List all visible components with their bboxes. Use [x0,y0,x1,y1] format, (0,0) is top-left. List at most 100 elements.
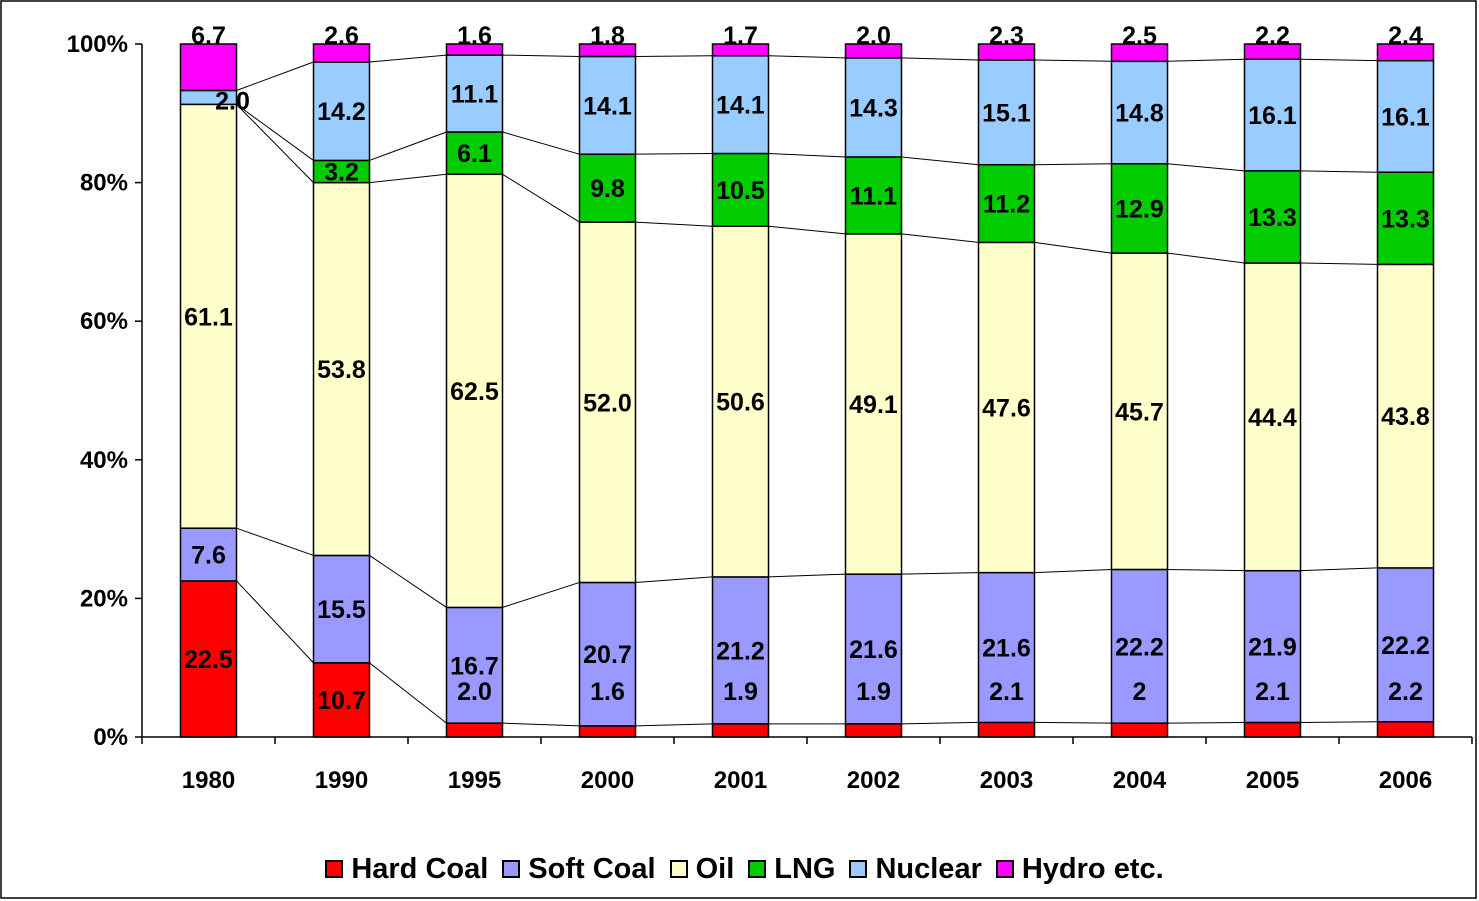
bar-segment-1995-hydro-etc- [445,43,504,56]
series-line [502,54,580,57]
data-label: 2 [1133,678,1147,706]
legend-swatch [995,860,1014,878]
data-label: 1.9 [723,678,758,706]
bar-segment-1980-soft-coal [179,527,238,582]
data-label: 16.1 [1248,102,1297,130]
x-tick-label: 1990 [315,767,368,794]
series-line [502,173,580,223]
data-labels: 22.57.661.12.06.710.715.553.83.214.22.61… [184,22,1430,715]
legend-swatch [849,860,868,878]
data-label: 6.7 [191,22,226,50]
x-tick-label: 2005 [1246,767,1299,794]
data-label: 10.5 [716,177,765,205]
y-tick-label: 20% [80,585,128,612]
data-label: 12.9 [1115,195,1164,223]
series-line [1300,170,1378,173]
legend-swatch [502,860,521,878]
bar-segment-2000-hard-coal [578,725,637,738]
legend-label: Nuclear [875,852,982,885]
data-label: 22.5 [184,646,233,674]
bar-segment-2000-lng [578,153,637,223]
series-line [901,57,979,61]
data-label: 2.0 [457,678,492,706]
bar-segment-2003-lng [977,163,1036,244]
bar-segment-2005-hard-coal [1243,721,1302,738]
series-line [502,722,580,727]
legend-label: Oil [695,852,735,885]
bar-segment-2004-lng [1110,163,1169,254]
series-line [236,61,314,91]
data-label: 6.1 [457,140,492,168]
legend: Hard Coal Soft Coal Oil LNG Nuclear Hydro etc… [0,849,1479,889]
bar-segment-1995-soft-coal [445,606,504,724]
series-line [768,225,846,235]
data-label: 2.5 [1122,22,1157,50]
bar-segment-2005-nuclear [1243,58,1302,172]
data-label: 2.2 [1388,678,1423,706]
series-line [236,527,314,556]
bar-segment-2001-lng [711,152,770,228]
y-tick-label: 60% [80,308,128,335]
series-line [502,581,580,608]
legend-item: Soft Coal [502,852,656,886]
y-tick-label: 80% [80,170,128,197]
bar-segment-1995-hard-coal [445,722,504,738]
legend-item: Oil [669,852,735,886]
bars-group [179,43,1435,738]
data-label: 2.4 [1388,22,1423,50]
series-line [901,572,979,575]
legend-label: Soft Coal [528,852,656,885]
bar-segment-2005-hydro-etc- [1243,43,1302,60]
data-label: 2.0 [215,87,250,115]
x-tick-label: 2000 [581,767,634,794]
series-line [635,221,713,227]
bar-segment-2004-hydro-etc- [1110,43,1169,63]
legend-label: Hard Coal [351,852,489,885]
series-line [901,156,979,166]
bar-segment-2005-oil [1243,262,1302,572]
bar-segment-2001-hard-coal [711,723,770,738]
bar-segment-1995-lng [445,131,504,176]
legend-label: LNG [774,852,836,885]
data-label: 21.2 [716,637,765,665]
data-label: 14.3 [849,94,898,122]
legend-swatch [748,860,767,878]
bar-segment-2000-soft-coal [578,581,637,727]
series-line [1167,252,1245,264]
data-label: 2.3 [989,22,1024,50]
x-tick-label: 1995 [448,767,501,794]
series-line [768,152,846,158]
bar-segment-2001-nuclear [711,55,770,155]
data-label: 44.4 [1248,404,1297,432]
legend-item: Hydro etc. [995,852,1164,886]
data-label: 14.1 [716,92,765,120]
bar-segment-1990-oil [312,181,371,557]
data-label: 1.7 [723,22,758,50]
bar-segment-2000-nuclear [578,55,637,155]
bar-segment-2006-lng [1376,171,1435,266]
bar-segment-1990-soft-coal [312,554,371,664]
bar-segment-2003-hard-coal [977,721,1036,738]
x-tick-label: 2002 [847,767,900,794]
series-line [1167,721,1245,724]
bar-segment-2002-hard-coal [844,723,903,738]
data-label: 53.8 [317,356,366,384]
legend-label: Hydro etc. [1021,852,1164,885]
bar-segment-2002-hydro-etc- [844,43,903,59]
series-line [901,233,979,243]
series-line [1167,163,1245,172]
x-tick-label: 2004 [1113,767,1167,794]
data-label: 45.7 [1115,398,1164,426]
series-line [1300,567,1378,572]
data-label: 14.2 [317,98,366,126]
data-label: 11.2 [983,191,1030,219]
bar-segment-2000-oil [578,221,637,584]
data-label: 49.1 [849,391,898,419]
series-line [1167,568,1245,572]
data-label: 21.6 [982,635,1031,663]
data-label: 1.8 [590,22,625,50]
bar-segment-2001-oil [711,225,770,578]
data-label: 1.6 [590,678,625,706]
data-label: 11.1 [850,182,897,210]
